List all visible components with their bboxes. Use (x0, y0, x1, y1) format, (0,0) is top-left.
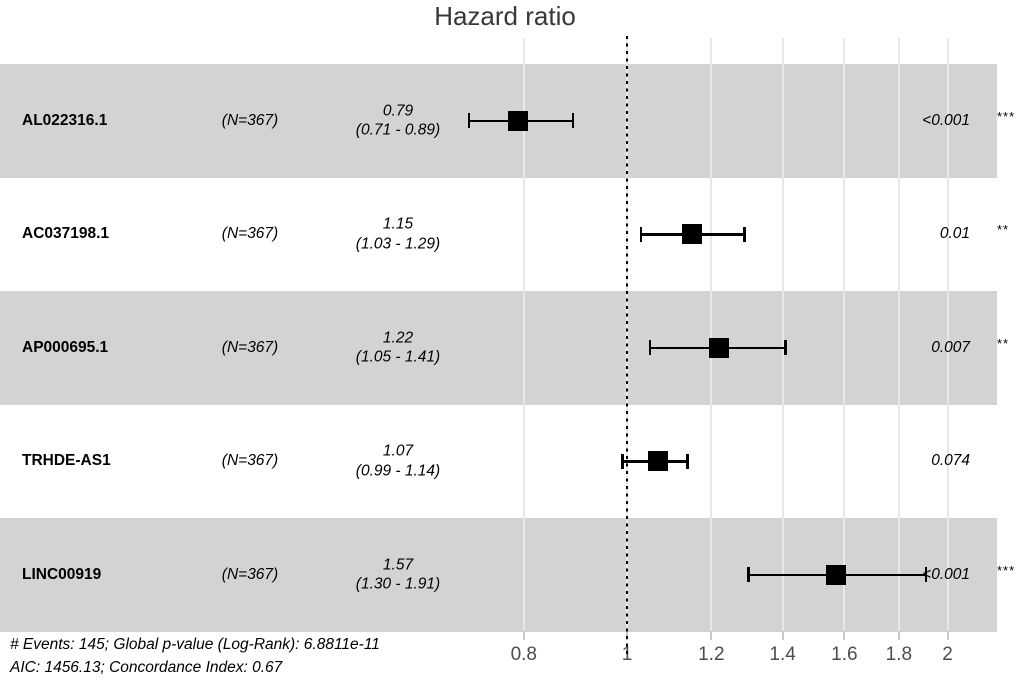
p-value: <0.001 (922, 565, 970, 583)
estimate-block: 1.15 (1.03 - 1.29) (328, 215, 468, 254)
gene-label: LINC00919 (22, 565, 102, 583)
p-value: <0.001 (922, 111, 970, 129)
x-tick-mark (710, 631, 713, 640)
forest-row-trhde-as1: TRHDE-AS1 (N=367) 1.07 (0.99 - 1.14) 0.07… (0, 405, 997, 519)
significance-stars: ** (997, 335, 1010, 351)
ci-value: (1.05 - 1.41) (355, 348, 441, 366)
x-tick-label: 1.4 (769, 644, 796, 665)
p-value: 0.074 (931, 452, 970, 470)
x-tick-mark (522, 631, 525, 640)
hr-value: 1.07 (382, 442, 414, 460)
x-tick-mark (781, 631, 784, 640)
x-tick-label: 1 (621, 644, 633, 665)
sample-size-label: (N=367) (221, 225, 279, 243)
gene-label: AP000695.1 (22, 338, 109, 356)
forest-row-ac037198: AC037198.1 (N=367) 1.15 (1.03 - 1.29) 0.0… (0, 178, 1008, 292)
estimate-block: 1.57 (1.30 - 1.91) (328, 555, 468, 594)
gene-label: TRHDE-AS1 (22, 452, 111, 470)
p-value: 0.007 (931, 338, 970, 356)
gene-label: AL022316.1 (22, 111, 108, 129)
hr-value: 0.79 (382, 102, 414, 120)
significance-stars: *** (997, 108, 1016, 124)
x-tick-label: 0.8 (510, 644, 537, 665)
ci-value: (1.30 - 1.91) (355, 575, 441, 593)
hr-value: 1.57 (382, 556, 414, 574)
sample-size-label: (N=367) (221, 452, 279, 470)
sample-size-label: (N=367) (221, 565, 279, 583)
footnote-events: # Events: 145; Global p-value (Log-Rank)… (10, 636, 380, 653)
ci-value: (1.03 - 1.29) (355, 235, 441, 253)
p-value: 0.01 (939, 225, 970, 243)
x-tick-mark (626, 631, 628, 640)
forest-row-linc00919: LINC00919 (N=367) 1.57 (1.30 - 1.91) <0.0… (0, 518, 1014, 632)
forest-row-ap000695: AP000695.1 (N=367) 1.22 (1.05 - 1.41) 0.0… (0, 291, 1008, 405)
ci-value: (0.71 - 0.89) (355, 121, 441, 139)
footnote-aic: AIC: 1456.13; Concordance Index: 0.67 (10, 659, 283, 676)
chart-title: Hazard ratio (434, 1, 576, 31)
significance-stars: ** (997, 222, 1010, 238)
hr-value: 1.22 (382, 329, 414, 347)
x-tick-label: 1.2 (698, 644, 725, 665)
significance-stars: *** (997, 562, 1016, 578)
estimate-block: 1.22 (1.05 - 1.41) (328, 328, 468, 367)
x-tick-label: 2 (942, 644, 953, 665)
x-tick-label: 1.8 (885, 644, 913, 665)
ci-value: (0.99 - 1.14) (355, 462, 441, 480)
x-tick-mark (946, 631, 949, 640)
x-tick-mark (897, 631, 900, 640)
hr-value: 1.15 (382, 215, 414, 233)
x-tick-mark (843, 631, 846, 640)
forest-row-al022316: AL022316.1 (N=367) 0.79 (0.71 - 0.89) <0.… (0, 64, 1014, 178)
sample-size-label: (N=367) (221, 338, 279, 356)
sample-size-label: (N=367) (221, 111, 279, 129)
gene-label: AC037198.1 (22, 225, 110, 243)
estimate-block: 1.07 (0.99 - 1.14) (328, 442, 468, 481)
x-tick-label: 1.6 (831, 644, 858, 665)
estimate-block: 0.79 (0.71 - 0.89) (328, 101, 468, 140)
